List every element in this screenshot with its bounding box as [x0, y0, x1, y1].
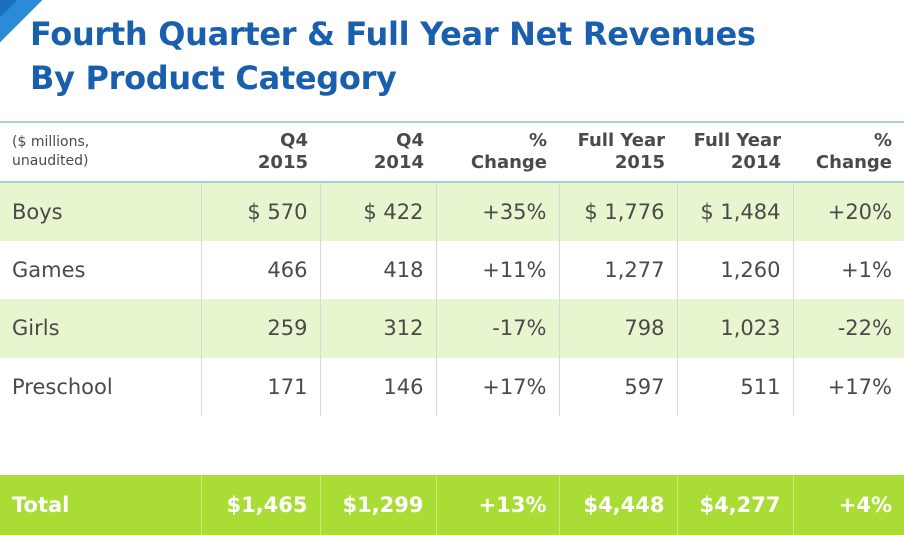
header-line-1: Q4	[396, 130, 424, 151]
header-line-2: 2015	[257, 152, 308, 173]
fy-2015-cell: $4,448	[558, 474, 677, 535]
header-fy-2014: Full Year 2014	[677, 122, 793, 182]
header-line-2: 2015	[614, 152, 665, 173]
title-line-1: Fourth Quarter & Full Year Net Revenues	[30, 15, 756, 53]
fy-2014-cell: $ 1,484	[676, 182, 793, 241]
revenue-table: ($ millions, unaudited) Q4 2015 Q4 2014 % C…	[0, 121, 904, 535]
table-row-games: Games 466 418 +11% 1,277 1,260 +1%	[0, 240, 904, 299]
header-line-1: %	[528, 130, 547, 151]
spacer-cell	[0, 416, 904, 475]
fy-2014-cell: 1,260	[676, 240, 793, 299]
q4-change-cell: +11%	[435, 240, 559, 299]
q4-2014-cell: $1,299	[319, 474, 436, 535]
header-line-1: %	[873, 130, 892, 151]
fy-2014-cell: 511	[676, 357, 793, 416]
q4-2015-cell: 466	[200, 240, 320, 299]
q4-2014-cell: 312	[319, 299, 436, 358]
q4-2014-cell: 146	[319, 357, 436, 416]
q4-2014-cell: $ 422	[319, 182, 436, 241]
q4-2015-cell: 259	[200, 299, 320, 358]
fy-change-cell: -22%	[792, 299, 904, 358]
category-cell: Preschool	[0, 357, 201, 416]
category-cell: Total	[0, 474, 201, 535]
category-cell: Boys	[0, 182, 201, 241]
units-line-1: ($ millions,	[12, 134, 90, 150]
header-line-2: 2014	[730, 152, 781, 173]
table-row-boys: Boys $ 570 $ 422 +35% $ 1,776 $ 1,484 +2…	[0, 182, 904, 241]
header-fy-change: % Change	[793, 122, 904, 182]
fy-2014-cell: 1,023	[676, 299, 793, 358]
q4-2014-cell: 418	[319, 240, 436, 299]
category-cell: Girls	[0, 299, 201, 358]
fy-2014-cell: $4,277	[676, 474, 793, 535]
header-line-2: Change	[470, 152, 547, 173]
fy-2015-cell: 1,277	[558, 240, 677, 299]
category-cell: Games	[0, 240, 201, 299]
fy-change-cell: +4%	[792, 474, 904, 535]
header-line-1: Full Year	[577, 130, 665, 151]
page-title: Fourth Quarter & Full Year Net Revenues …	[30, 12, 756, 100]
title-line-2: By Product Category	[30, 59, 397, 97]
q4-2015-cell: $1,465	[200, 474, 320, 535]
q4-2015-cell: 171	[200, 357, 320, 416]
q4-2015-cell: $ 570	[200, 182, 320, 241]
fy-2015-cell: 798	[558, 299, 677, 358]
header-line-2: 2014	[373, 152, 424, 173]
table-row-girls: Girls 259 312 -17% 798 1,023 -22%	[0, 299, 904, 358]
table-header-row: ($ millions, unaudited) Q4 2015 Q4 2014 % C…	[0, 122, 904, 182]
fy-change-cell: +17%	[792, 357, 904, 416]
header-q4-2015: Q4 2015	[201, 122, 320, 182]
header-q4-change: % Change	[436, 122, 559, 182]
header-line-2: Change	[815, 152, 892, 173]
fy-2015-cell: $ 1,776	[558, 182, 677, 241]
units-line-2: unaudited)	[12, 153, 89, 169]
fy-change-cell: +20%	[792, 182, 904, 241]
fy-change-cell: +1%	[792, 240, 904, 299]
q4-change-cell: -17%	[435, 299, 559, 358]
header-line-1: Q4	[280, 130, 308, 151]
header-fy-2015: Full Year 2015	[559, 122, 677, 182]
spacer-row	[0, 416, 904, 475]
header-line-1: Full Year	[693, 130, 781, 151]
fy-2015-cell: 597	[558, 357, 677, 416]
q4-change-cell: +35%	[435, 182, 559, 241]
q4-change-cell: +13%	[435, 474, 559, 535]
units-note: ($ millions, unaudited)	[0, 122, 201, 182]
table-row-total: Total $1,465 $1,299 +13% $4,448 $4,277 +…	[0, 474, 904, 535]
header-q4-2014: Q4 2014	[320, 122, 436, 182]
table-row-preschool: Preschool 171 146 +17% 597 511 +17%	[0, 357, 904, 416]
q4-change-cell: +17%	[435, 357, 559, 416]
